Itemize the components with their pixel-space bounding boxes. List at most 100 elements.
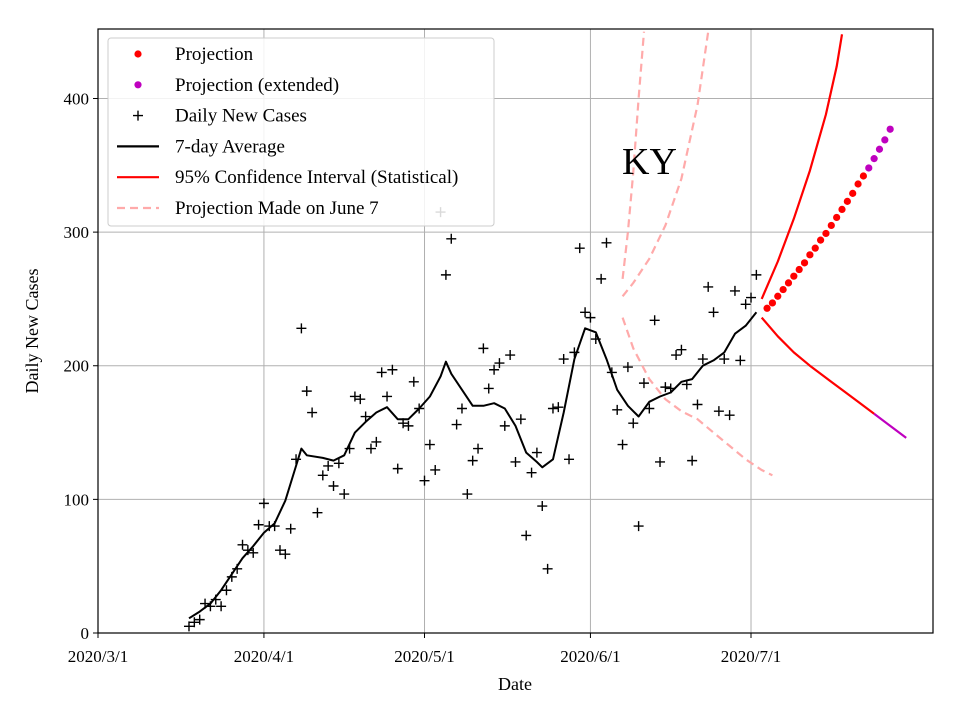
daily-case-marker — [687, 455, 698, 466]
daily-case-marker — [494, 358, 505, 369]
daily-case-marker — [285, 523, 296, 534]
daily-case-marker — [510, 456, 521, 467]
projection-june7-line — [621, 31, 646, 280]
daily-case-marker — [751, 269, 762, 280]
projection-dot — [768, 299, 777, 307]
daily-case-marker — [194, 614, 205, 625]
daily-case-marker — [296, 323, 307, 334]
daily-case-marker — [232, 563, 243, 574]
daily-case-marker — [183, 621, 194, 632]
daily-case-marker — [301, 386, 312, 397]
projection-extended-dot — [870, 155, 878, 163]
x-tick-label: 2020/3/1 — [68, 647, 128, 666]
daily-case-marker — [746, 292, 757, 303]
y-tick-label: 200 — [64, 357, 90, 376]
legend: Projection Projection (extended) Daily New… — [107, 37, 495, 227]
legend-plus-icon — [133, 110, 143, 121]
daily-case-marker — [221, 585, 232, 596]
daily-case-marker — [189, 617, 200, 628]
daily-case-marker — [392, 463, 403, 474]
daily-case-marker — [360, 411, 371, 422]
seven-day-average-line — [188, 311, 758, 620]
daily-case-marker — [489, 364, 500, 375]
legend-label: 7-day Average — [175, 136, 285, 157]
daily-case-marker — [248, 547, 259, 558]
projection-dot — [774, 292, 782, 300]
daily-case-marker — [676, 344, 687, 355]
daily-case-marker — [291, 454, 302, 465]
projection-june7-line — [621, 31, 710, 297]
confidence-interval-line — [873, 412, 907, 439]
daily-case-marker — [355, 394, 366, 405]
daily-case-marker — [622, 362, 633, 373]
axes-frame — [97, 28, 934, 634]
daily-case-marker — [585, 312, 596, 323]
x-tick-label: 2020/4/1 — [234, 647, 294, 666]
daily-case-marker — [328, 481, 339, 492]
daily-case-marker — [200, 598, 211, 609]
daily-case-marker — [526, 467, 537, 478]
daily-case-marker — [205, 601, 216, 612]
projection-dot — [779, 285, 787, 294]
legend-label: Projection Made on June 7 — [175, 198, 379, 219]
projection-extended-dot — [886, 125, 894, 133]
daily-case-marker — [414, 403, 425, 414]
projection-extended-dot — [881, 136, 889, 144]
projection-extended-dot — [865, 164, 873, 172]
daily-case-marker — [713, 406, 724, 417]
ticks: 2020/3/1 2020/4/1 2020/5/1 2020/6/1 2020/7/1… — [64, 89, 782, 666]
legend-label: Projection (extended) — [175, 75, 339, 96]
daily-case-marker — [638, 378, 649, 389]
daily-case-marker — [312, 507, 323, 518]
x-tick-label: 2020/7/1 — [721, 647, 781, 666]
state-annotation: KY — [622, 141, 677, 183]
daily-case-marker — [617, 439, 628, 450]
daily-case-marker — [671, 350, 682, 361]
daily-case-marker — [339, 489, 350, 500]
projection-june7-line — [621, 317, 773, 477]
legend-dot-icon — [134, 81, 142, 89]
projection-dot — [763, 304, 771, 312]
daily-case-marker — [564, 454, 575, 465]
projection-dot — [833, 213, 841, 222]
daily-case-marker — [547, 403, 558, 414]
daily-case-marker — [729, 285, 740, 296]
x-tick-label: 2020/5/1 — [394, 647, 454, 666]
daily-case-marker — [601, 237, 612, 248]
daily-case-marker — [633, 521, 644, 532]
legend-label: 95% Confidence Interval (Statistical) — [175, 167, 458, 188]
daily-case-marker — [467, 455, 478, 466]
daily-case-marker — [692, 399, 703, 410]
daily-case-marker — [531, 447, 542, 458]
daily-case-marker — [703, 281, 714, 292]
daily-case-marker — [242, 545, 253, 556]
daily-case-marker — [371, 436, 382, 447]
daily-case-marker — [258, 498, 269, 509]
projection-dot — [843, 197, 851, 205]
daily-case-marker — [226, 571, 237, 582]
daily-case-marker — [210, 594, 221, 605]
daily-case-marker — [473, 443, 484, 454]
daily-case-marker — [655, 456, 666, 467]
daily-case-marker — [424, 439, 435, 450]
daily-case-marker — [382, 391, 393, 402]
daily-case-marker — [521, 530, 532, 541]
projection-dot — [806, 251, 814, 259]
daily-case-marker — [628, 418, 639, 429]
daily-case-marker — [590, 334, 601, 345]
x-tick-label: 2020/6/1 — [560, 647, 620, 666]
daily-case-marker — [569, 347, 580, 358]
projection-dot — [790, 272, 798, 280]
daily-case-marker — [499, 420, 510, 431]
daily-case-marker — [269, 521, 280, 532]
daily-case-marker — [398, 418, 409, 429]
projection-dot — [816, 236, 825, 244]
daily-case-marker — [216, 601, 227, 612]
daily-case-marker — [665, 383, 676, 394]
daily-case-marker — [612, 404, 623, 415]
x-axis-label: Date — [498, 674, 532, 694]
daily-case-marker — [553, 402, 564, 413]
daily-case-marker — [462, 489, 473, 500]
confidence-interval-line — [760, 316, 875, 415]
daily-case-marker — [515, 414, 526, 425]
